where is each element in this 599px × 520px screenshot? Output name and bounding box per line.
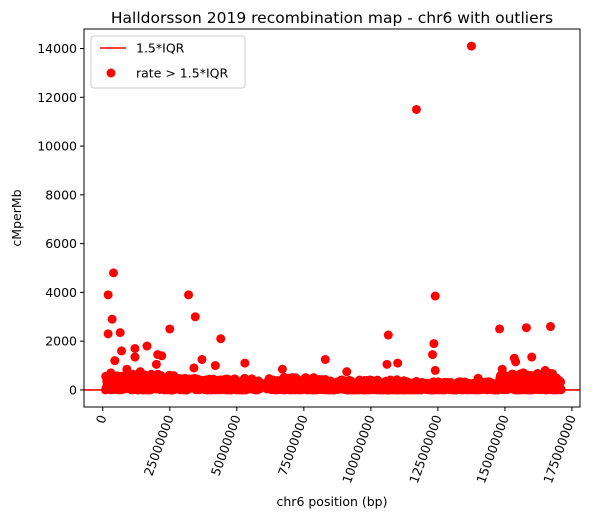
data-point [189,363,199,373]
data-point [197,354,207,364]
data-point [342,367,352,377]
y-tick-label: 4000 [45,285,77,300]
y-axis-label: cMperMb [9,189,24,246]
data-point [430,365,440,375]
data-point [411,376,421,386]
data-point [546,322,556,332]
x-tick-label: 25000000 [141,413,177,478]
data-point [108,268,118,278]
data-point [277,364,287,374]
data-point [382,359,392,369]
data-point [165,324,175,334]
x-tick-label: 175000000 [540,413,579,485]
data-point [103,329,113,339]
data-point [135,367,145,377]
data-point [495,324,505,334]
x-tick-label: 50000000 [208,413,244,478]
x-tick-label: 0 [93,413,110,426]
y-tick-label: 10000 [37,139,77,154]
data-point [151,359,161,369]
y-tick-label: 0 [69,382,77,397]
data-point [103,290,113,300]
data-point [184,290,194,300]
data-point [130,352,140,362]
plot-frame [83,28,581,408]
data-point [115,328,125,338]
data-point [210,361,220,371]
y-tick-label: 14000 [37,41,77,56]
data-point [527,352,537,362]
data-point [511,357,521,367]
legend-box [90,35,246,89]
data-point [428,350,438,360]
y-tick-label: 6000 [45,236,77,251]
chart-title: Halldorsson 2019 recombination map - chr… [111,9,553,27]
data-point [122,364,132,374]
legend-dot-swatch [106,68,116,78]
data-point [383,330,393,340]
legend-label-outliers: rate > 1.5*IQR [136,66,228,81]
y-tick-label: 8000 [45,187,77,202]
x-tick-label: 75000000 [275,413,311,478]
outlier-points [103,41,556,386]
data-point [110,356,120,366]
data-point [216,334,226,344]
x-tick-label: 125000000 [406,413,445,485]
data-point [466,41,476,51]
data-point [157,351,167,361]
x-axis: 0 25000000 50000000 75000000 100000000 125000… [93,407,579,485]
x-tick-label: 100000000 [339,413,378,485]
data-point [106,368,116,378]
legend: 1.5*IQR rate > 1.5*IQR [90,35,246,89]
y-tick-label: 2000 [45,334,77,349]
data-point [320,354,330,364]
x-axis-label: chr6 position (bp) [277,494,388,509]
data-point [190,312,200,322]
legend-label-iqr: 1.5*IQR [136,41,185,56]
data-point [429,339,439,349]
data-point [556,377,566,387]
data-point [107,314,117,324]
data-point [497,364,507,374]
y-tick-label: 12000 [37,90,77,105]
y-axis: 0 2000 4000 6000 8000 10000 12000 14000 [37,41,84,397]
data-point [411,104,421,114]
data-point [473,373,483,383]
data-point [430,291,440,301]
data-point [240,358,250,368]
data-point [130,343,140,353]
data-point [521,323,531,333]
data-point [117,346,127,356]
data-point [142,341,152,351]
data-point [540,365,550,375]
x-tick-label: 150000000 [473,413,512,485]
data-point [393,358,403,368]
